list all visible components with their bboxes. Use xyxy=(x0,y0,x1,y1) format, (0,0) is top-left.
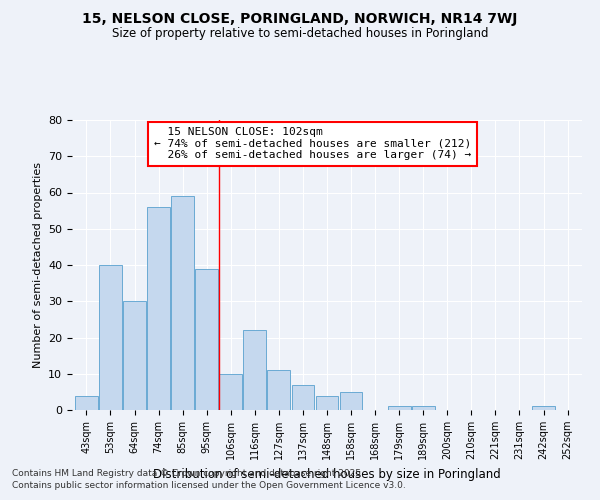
Text: Contains HM Land Registry data © Crown copyright and database right 2025.: Contains HM Land Registry data © Crown c… xyxy=(12,468,364,477)
Bar xyxy=(99,265,122,410)
Y-axis label: Number of semi-detached properties: Number of semi-detached properties xyxy=(32,162,43,368)
Bar xyxy=(244,330,266,410)
Text: Size of property relative to semi-detached houses in Poringland: Size of property relative to semi-detach… xyxy=(112,28,488,40)
Bar xyxy=(75,396,98,410)
Bar xyxy=(292,384,314,410)
Bar xyxy=(123,301,146,410)
Bar xyxy=(147,207,170,410)
Bar xyxy=(532,406,555,410)
Text: 15 NELSON CLOSE: 102sqm
← 74% of semi-detached houses are smaller (212)
  26% of: 15 NELSON CLOSE: 102sqm ← 74% of semi-de… xyxy=(154,127,471,160)
Text: 15, NELSON CLOSE, PORINGLAND, NORWICH, NR14 7WJ: 15, NELSON CLOSE, PORINGLAND, NORWICH, N… xyxy=(82,12,518,26)
Bar xyxy=(388,406,410,410)
Bar xyxy=(316,396,338,410)
Bar xyxy=(195,268,218,410)
Bar xyxy=(268,370,290,410)
Text: Contains public sector information licensed under the Open Government Licence v3: Contains public sector information licen… xyxy=(12,481,406,490)
Bar xyxy=(171,196,194,410)
Bar xyxy=(412,406,434,410)
Bar xyxy=(340,392,362,410)
Bar xyxy=(220,374,242,410)
X-axis label: Distribution of semi-detached houses by size in Poringland: Distribution of semi-detached houses by … xyxy=(153,468,501,480)
